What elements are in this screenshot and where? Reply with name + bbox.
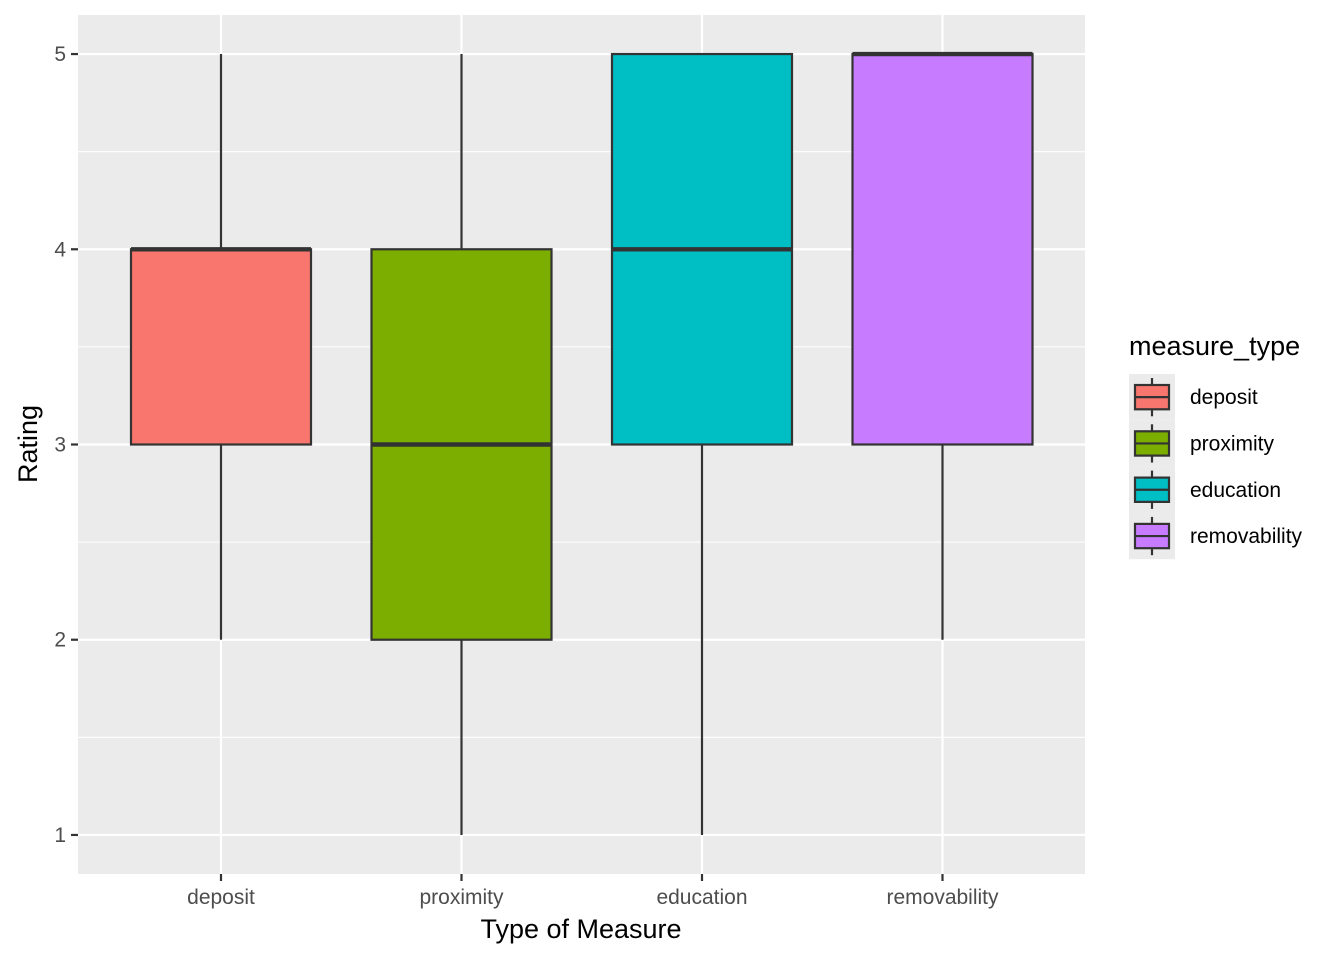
y-axis-title: Rating (13, 405, 43, 483)
legend-label: education (1190, 479, 1281, 502)
legend-label: removability (1190, 525, 1303, 548)
legend-item-deposit: deposit (1129, 374, 1258, 421)
x-tick-label: proximity (419, 886, 504, 909)
x-tick-label: education (656, 886, 747, 909)
box-body (851, 52, 1034, 446)
x-axis-title: Type of Measure (480, 914, 681, 944)
legend-item-education: education (1129, 466, 1281, 513)
y-tick-label: 2 (54, 629, 66, 652)
box-series (129, 51, 1034, 835)
y-tick-label: 3 (54, 434, 66, 457)
legend-label: deposit (1190, 386, 1258, 409)
legend-item-proximity: proximity (1129, 420, 1275, 467)
box-removability (851, 51, 1034, 640)
box-deposit (129, 54, 313, 640)
legend-item-removability: removability (1129, 512, 1303, 560)
box-education (610, 52, 794, 835)
y-axis: 1 2 3 4 5 (54, 43, 78, 847)
y-tick-label: 1 (54, 824, 66, 847)
legend: measure_type deposit proximity education re… (1129, 331, 1303, 560)
y-tick-label: 4 (54, 238, 66, 261)
legend-label: proximity (1190, 432, 1275, 455)
x-tick-label: removability (886, 886, 999, 909)
legend-title: measure_type (1129, 331, 1300, 361)
box-body (129, 248, 313, 446)
box-proximity (370, 54, 553, 835)
y-tick-label: 5 (54, 43, 66, 66)
x-axis: deposit proximity education removability (187, 874, 999, 909)
x-tick-label: deposit (187, 886, 255, 909)
